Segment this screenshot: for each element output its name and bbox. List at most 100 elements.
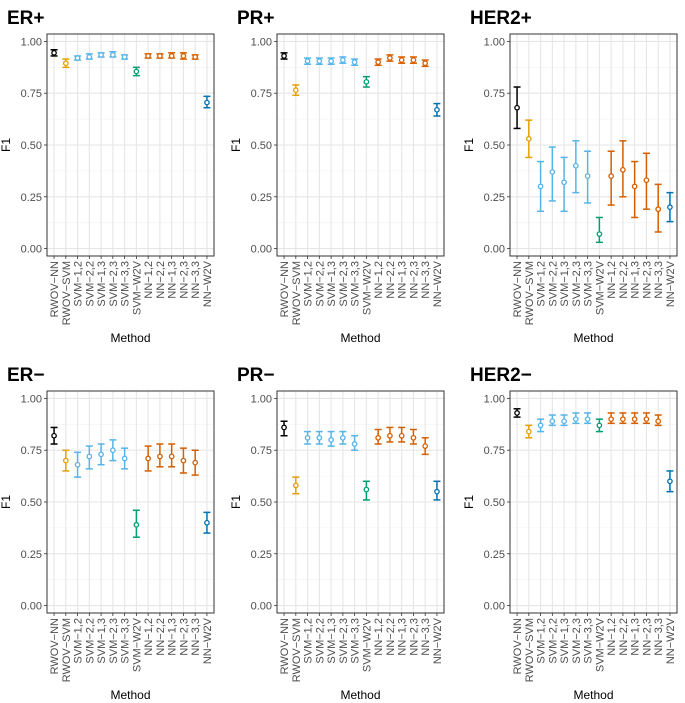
data-point [121,54,128,60]
x-tick-label: NN−W2V [665,260,677,307]
y-axis-title: F1 [0,495,13,509]
data-point [204,99,210,106]
data-point [192,54,199,60]
x-tick-label: NN−2,3 [641,261,653,299]
y-tick-label: 1.00 [251,36,272,48]
data-point [596,422,603,429]
panel-title: ER+ [7,8,45,29]
x-tick-label: RWOV−SVM [291,618,303,682]
data-point [525,135,532,142]
data-point [192,459,199,466]
y-tick-label: 0.75 [21,88,42,100]
data-point [328,437,334,443]
x-axis-title: Method [573,688,613,702]
data-point [620,167,626,173]
data-point [110,447,116,454]
x-axis-title: Method [110,331,150,345]
data-point [351,441,358,447]
x-tick-label: NN−W2V [432,260,444,307]
x-tick-label: NN−1,2 [143,618,155,656]
data-point [121,455,128,462]
y-tick-label: 0.00 [484,244,505,256]
data-point [573,416,579,423]
x-tick-label: SVM−1,3 [559,618,571,664]
x-tick-label: RWOV−SVM [61,618,73,682]
data-point [387,432,393,439]
data-point [584,416,591,423]
data-point [549,418,556,425]
x-tick-label: RWOV−SVM [61,261,73,325]
x-tick-label: NN−1,3 [630,261,642,299]
y-tick-label: 0.25 [21,192,42,204]
data-point [340,434,346,441]
x-tick-label: SVM−2,3 [571,261,583,307]
x-tick-label: SVM−W2V [361,617,373,672]
data-point [292,482,299,489]
data-point [133,521,140,528]
x-tick-label: NN−2,2 [385,618,397,656]
y-tick-label: 0.75 [21,445,42,457]
x-tick-label: NN−W2V [202,260,214,307]
data-point [514,410,520,416]
data-point [86,54,93,60]
x-axis-title: Method [340,688,380,702]
data-point [537,422,544,429]
x-tick-label: RWOV−NN [279,618,291,674]
data-point [573,162,579,169]
data-point [561,179,567,186]
y-tick-label: 0.25 [484,549,505,561]
y-axis-title: F1 [462,138,476,152]
data-point [643,416,650,423]
x-tick-label: SVM−1,3 [96,261,108,307]
panel-title: PR+ [237,8,275,29]
data-point [398,57,405,63]
y-tick-label: 1.00 [484,393,505,405]
data-point [525,428,532,435]
x-tick-label: SVM−1,3 [96,618,108,664]
data-point [398,432,405,439]
y-tick-label: 0.00 [21,601,42,613]
data-point [180,457,187,464]
y-tick-label: 1.00 [21,36,42,48]
data-point [292,87,299,93]
y-tick-label: 0.75 [251,88,272,100]
x-tick-label: SVM−1,2 [536,618,548,664]
panel-border [509,390,678,614]
x-tick-label: RWOV−NN [49,261,61,317]
data-point [281,424,287,431]
x-tick-label: SVM−W2V [361,260,373,315]
panel-border [509,33,678,257]
chart-panel: HER2+ 0.00 0.25 0.50 0.75 1.00 RWOV−NN RWOV−SVM… [462,8,678,345]
y-tick-label: 0.50 [251,140,272,152]
x-tick-label: NN−1,3 [630,618,642,656]
data-point [667,478,673,485]
y-tick-label: 0.25 [251,192,272,204]
x-tick-label: NN−3,3 [420,261,432,299]
data-point [434,106,440,113]
x-tick-label: SVM−1,3 [326,261,338,307]
y-tick-label: 0.50 [21,497,42,509]
data-point [351,59,358,66]
y-axis-title: F1 [229,495,243,509]
data-point [145,455,151,462]
x-tick-label: NN−3,3 [653,618,665,656]
data-point [667,204,673,210]
panel-border [276,390,445,614]
data-point [340,57,346,63]
data-point [62,457,69,464]
x-tick-label: SVM−1,2 [73,618,85,664]
data-point [549,169,556,175]
x-tick-label: NN−2,2 [618,261,630,299]
y-tick-label: 0.50 [251,497,272,509]
x-tick-label: SVM−2,3 [338,261,350,307]
data-point [133,68,140,75]
y-tick-label: 0.50 [484,497,505,509]
x-tick-label: SVM−2,3 [108,261,120,307]
data-point [51,49,57,56]
x-tick-label: SVM−3,3 [120,261,132,307]
x-tick-label: SVM−W2V [594,260,606,315]
y-tick-label: 0.25 [251,549,272,561]
data-point [375,434,381,441]
x-tick-label: SVM−2,2 [547,261,559,307]
